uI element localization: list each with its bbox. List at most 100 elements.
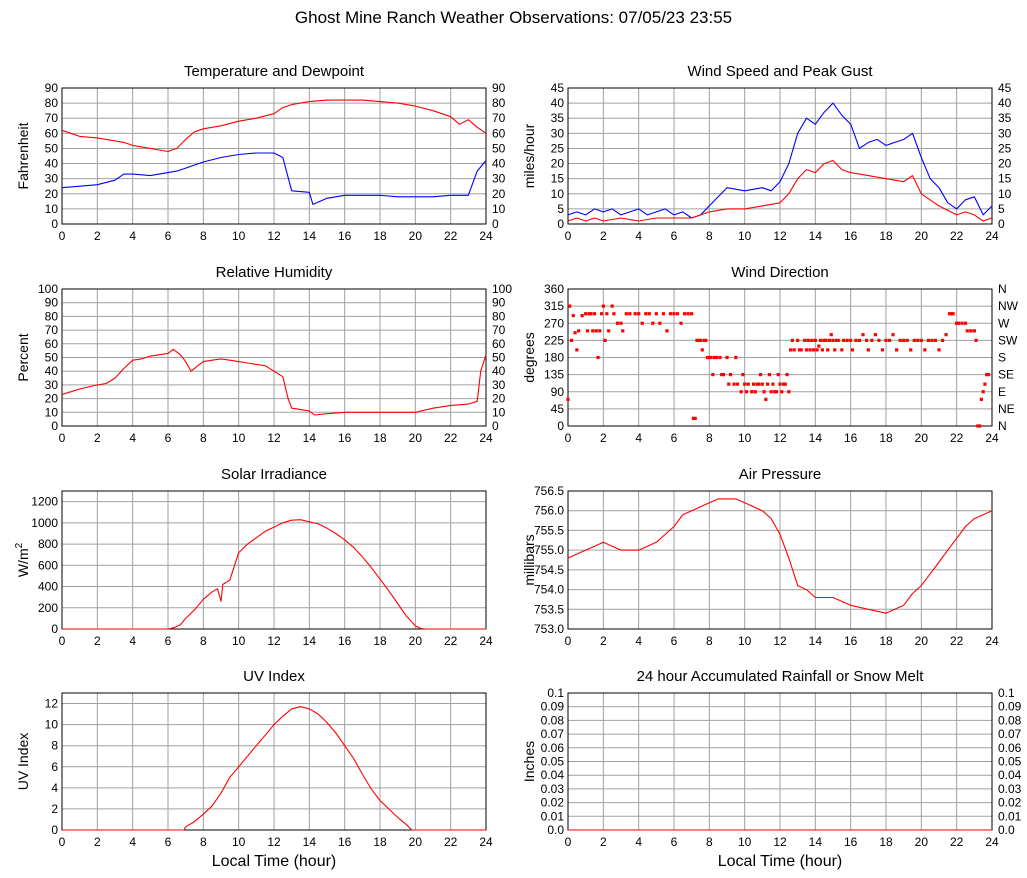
chart-title: Wind Speed and Peak Gust xyxy=(687,63,873,80)
y-right-tick-label: 90 xyxy=(492,296,506,310)
y-tick-label: 10 xyxy=(45,405,59,419)
data-point xyxy=(598,329,602,333)
x-tick-label: 12 xyxy=(773,835,787,849)
y-tick-label: 270 xyxy=(544,316,564,330)
data-point xyxy=(654,312,658,316)
data-point xyxy=(679,321,683,325)
data-point xyxy=(789,348,793,352)
x-tick-label: 22 xyxy=(950,835,964,849)
data-point xyxy=(902,338,906,342)
data-point xyxy=(753,390,757,394)
x-tick-label: 4 xyxy=(129,431,136,445)
data-point xyxy=(884,338,888,342)
data-point xyxy=(806,338,810,342)
x-tick-label: 24 xyxy=(985,634,999,648)
y-right-tick-label: 0 xyxy=(492,217,499,231)
data-point xyxy=(803,338,807,342)
data-point xyxy=(705,355,710,360)
y-tick-label: 10 xyxy=(45,202,59,216)
x-tick-label: 20 xyxy=(409,835,423,849)
data-point xyxy=(566,397,570,401)
y-right-tick-label: 35 xyxy=(998,111,1012,125)
series-line xyxy=(61,348,487,416)
x-tick-label: 14 xyxy=(809,229,823,243)
x-tick-label: 14 xyxy=(303,835,317,849)
x-tick-label: 0 xyxy=(59,229,66,243)
y-tick-label: 20 xyxy=(45,187,59,201)
data-point xyxy=(866,348,870,352)
data-point xyxy=(926,338,930,342)
plot-frame xyxy=(567,288,993,427)
x-tick-label: 6 xyxy=(165,431,172,445)
data-point xyxy=(813,338,817,342)
data-point xyxy=(584,312,588,316)
chart-title: Air Pressure xyxy=(739,466,822,483)
chart-title: UV Index xyxy=(243,668,305,685)
data-point xyxy=(909,348,913,352)
x-tick-label: 10 xyxy=(738,229,752,243)
y-tick-label: 50 xyxy=(45,351,59,365)
data-point xyxy=(647,312,651,316)
plot-frame xyxy=(61,692,487,831)
page-title: Ghost Mine Ranch Weather Observations: 0… xyxy=(294,8,733,27)
y-right-tick-label: 0.1 xyxy=(998,686,1015,700)
chart-title: Relative Humidity xyxy=(216,264,333,281)
x-tick-label: 10 xyxy=(738,431,752,445)
x-tick-label: 24 xyxy=(479,835,493,849)
y-tick-label: 10 xyxy=(551,187,565,201)
y-tick-label: 12 xyxy=(45,697,59,711)
data-point xyxy=(624,312,628,316)
y-tick-label: 5 xyxy=(557,202,564,216)
y-right-tick-label: 70 xyxy=(492,323,506,337)
y-tick-label: 0.04 xyxy=(541,768,565,782)
y-tick-label: 756.0 xyxy=(534,504,564,518)
chart-title: 24 hour Accumulated Rainfall or Snow Mel… xyxy=(637,668,925,685)
x-tick-label: 8 xyxy=(200,431,207,445)
y-right-tick-label: 0.06 xyxy=(998,741,1022,755)
y-tick-label: 0 xyxy=(557,419,564,433)
x-tick-label: 18 xyxy=(879,229,893,243)
data-point xyxy=(781,382,786,386)
data-point xyxy=(919,338,923,342)
y-tick-label: 8 xyxy=(51,739,58,753)
x-tick-label: 22 xyxy=(444,229,458,243)
x-tick-label: 18 xyxy=(373,835,387,849)
data-point xyxy=(569,338,574,342)
data-point xyxy=(861,333,865,337)
y-tick-label: 30 xyxy=(45,378,59,392)
x-tick-label: 16 xyxy=(338,835,352,849)
data-point xyxy=(836,338,840,342)
x-tick-label: 14 xyxy=(809,835,823,849)
data-point xyxy=(612,312,616,316)
data-point xyxy=(750,390,754,394)
x-tick-label: 8 xyxy=(200,835,207,849)
data-point xyxy=(607,329,611,333)
data-point xyxy=(577,329,581,333)
x-tick-label: 24 xyxy=(985,835,999,849)
data-point xyxy=(969,329,973,333)
x-tick-label: 2 xyxy=(600,431,607,445)
y-tick-label: 0.09 xyxy=(541,700,565,714)
series-line xyxy=(61,152,487,205)
x-tick-label: 2 xyxy=(600,634,607,648)
y-tick-label: 20 xyxy=(551,157,565,171)
y-tick-label: 800 xyxy=(38,537,58,551)
data-point xyxy=(783,382,787,386)
data-point xyxy=(605,312,609,316)
data-point xyxy=(804,348,809,352)
data-point xyxy=(599,312,604,316)
y-tick-label: 60 xyxy=(45,337,59,351)
data-point xyxy=(721,373,726,377)
y-tick-label: 200 xyxy=(38,601,58,615)
x-tick-label: 14 xyxy=(303,229,317,243)
data-point xyxy=(746,382,750,386)
x-tick-label: 12 xyxy=(267,431,281,445)
x-tick-label: 0 xyxy=(59,835,66,849)
data-point xyxy=(751,382,756,386)
x-tick-label: 18 xyxy=(373,431,387,445)
data-point xyxy=(727,382,731,386)
y-right-tick-label: 90 xyxy=(492,81,506,95)
y-right-tick-label: NE xyxy=(998,402,1015,416)
y-right-tick-label: 50 xyxy=(492,141,506,155)
y-tick-label: 90 xyxy=(45,81,59,95)
